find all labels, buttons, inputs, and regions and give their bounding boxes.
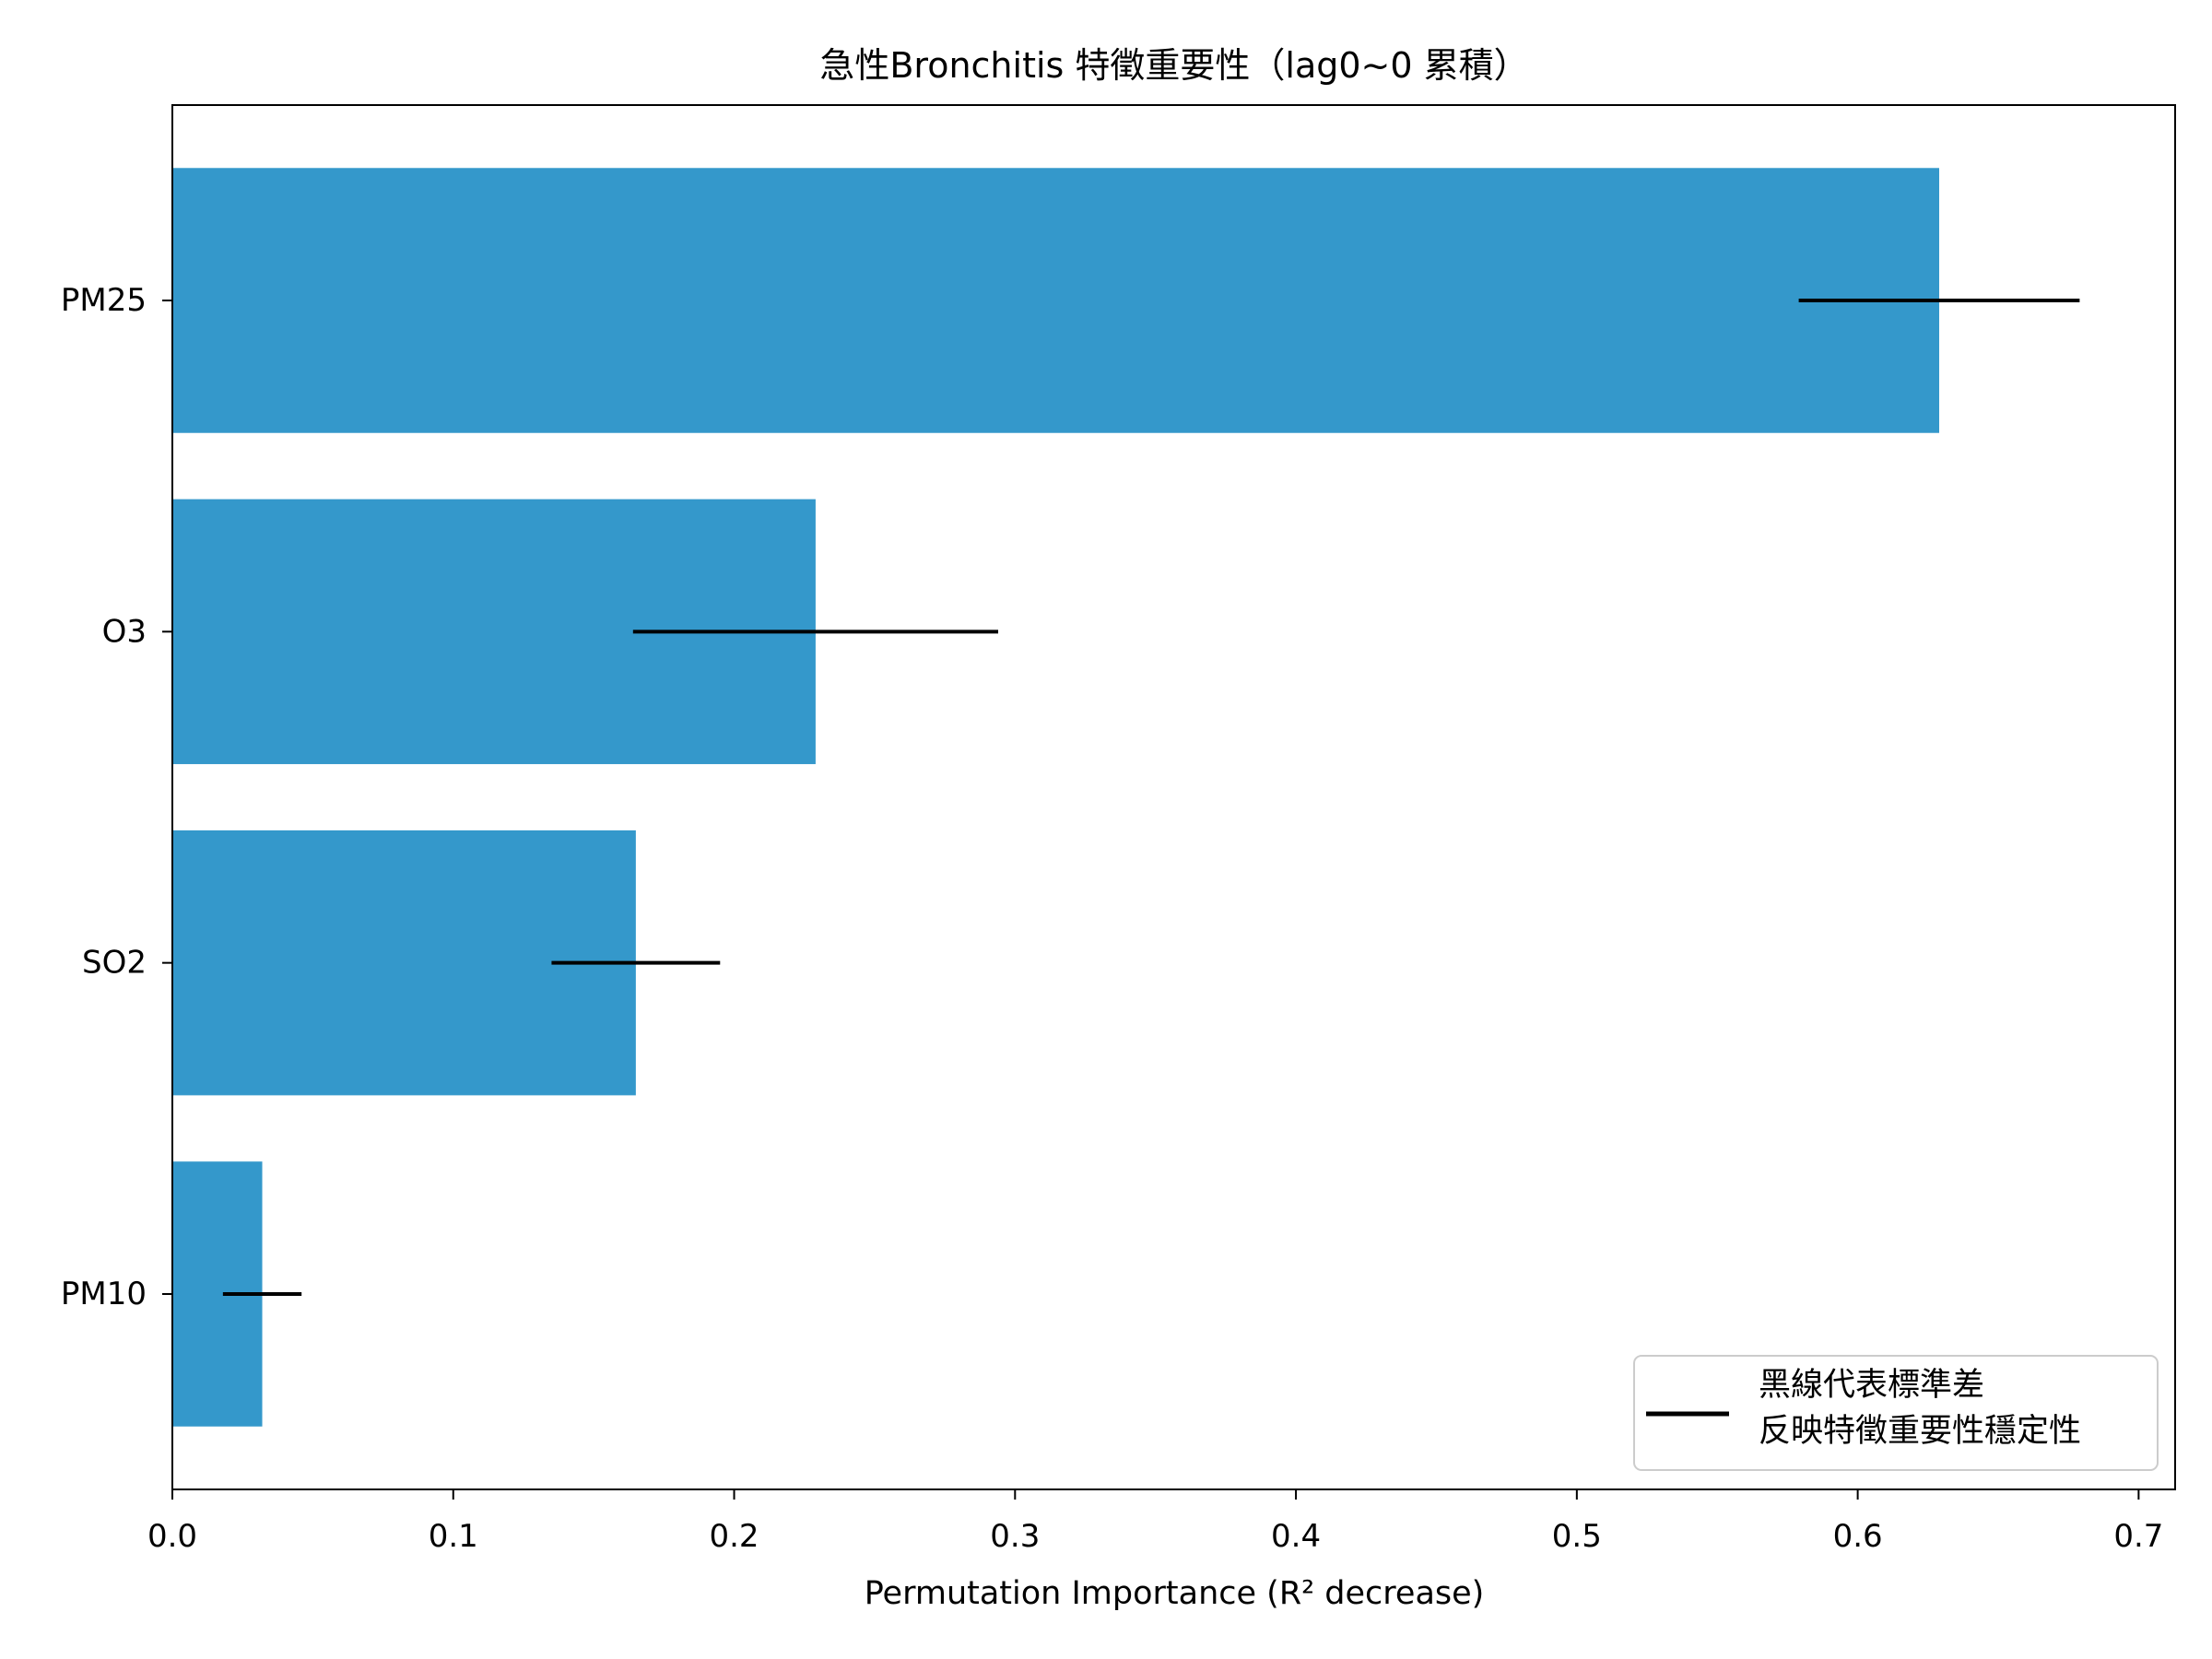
legend-frame [1633,1355,2159,1471]
y-tick-label-o3: O3 [102,613,147,650]
y-tick-label-pm10: PM10 [61,1276,147,1312]
bars-layer [172,168,1939,1427]
error-bars-layer [222,299,2080,1296]
x-tick-label-4: 0.4 [1271,1518,1321,1555]
x-tick-label-1: 0.1 [429,1518,478,1555]
bar-pm25 [172,168,1939,433]
x-axis-label: Permutation Importance (R² decrease) [865,1575,1485,1612]
x-tick-label-5: 0.5 [1552,1518,1602,1555]
x-tick-label-6: 0.6 [1833,1518,1883,1555]
y-axis: PM25 O3 SO2 PM10 [61,282,172,1312]
x-tick-label-0: 0.0 [147,1518,197,1555]
y-tick-label-pm25: PM25 [61,282,147,319]
legend-label-line-2: 反映特徵重要性穩定性 [1759,1413,2081,1450]
plot-frame [171,104,2176,1490]
legend: 黑線代表標準差 反映特徵重要性穩定性 [1633,1355,2159,1471]
x-tick-label-7: 0.7 [2113,1518,2163,1555]
x-tick-label-3: 0.3 [990,1518,1040,1555]
x-axis: 0.0 0.1 0.2 0.3 0.4 0.5 0.6 0.7 [147,1489,2163,1555]
chart-title: 急性Bronchitis 特徵重要性（lag0~0 累積） [819,45,1528,86]
legend-label-line-1: 黑線代表標準差 [1759,1367,1984,1404]
y-tick-label-so2: SO2 [82,945,147,982]
x-tick-label-2: 0.2 [709,1518,759,1555]
